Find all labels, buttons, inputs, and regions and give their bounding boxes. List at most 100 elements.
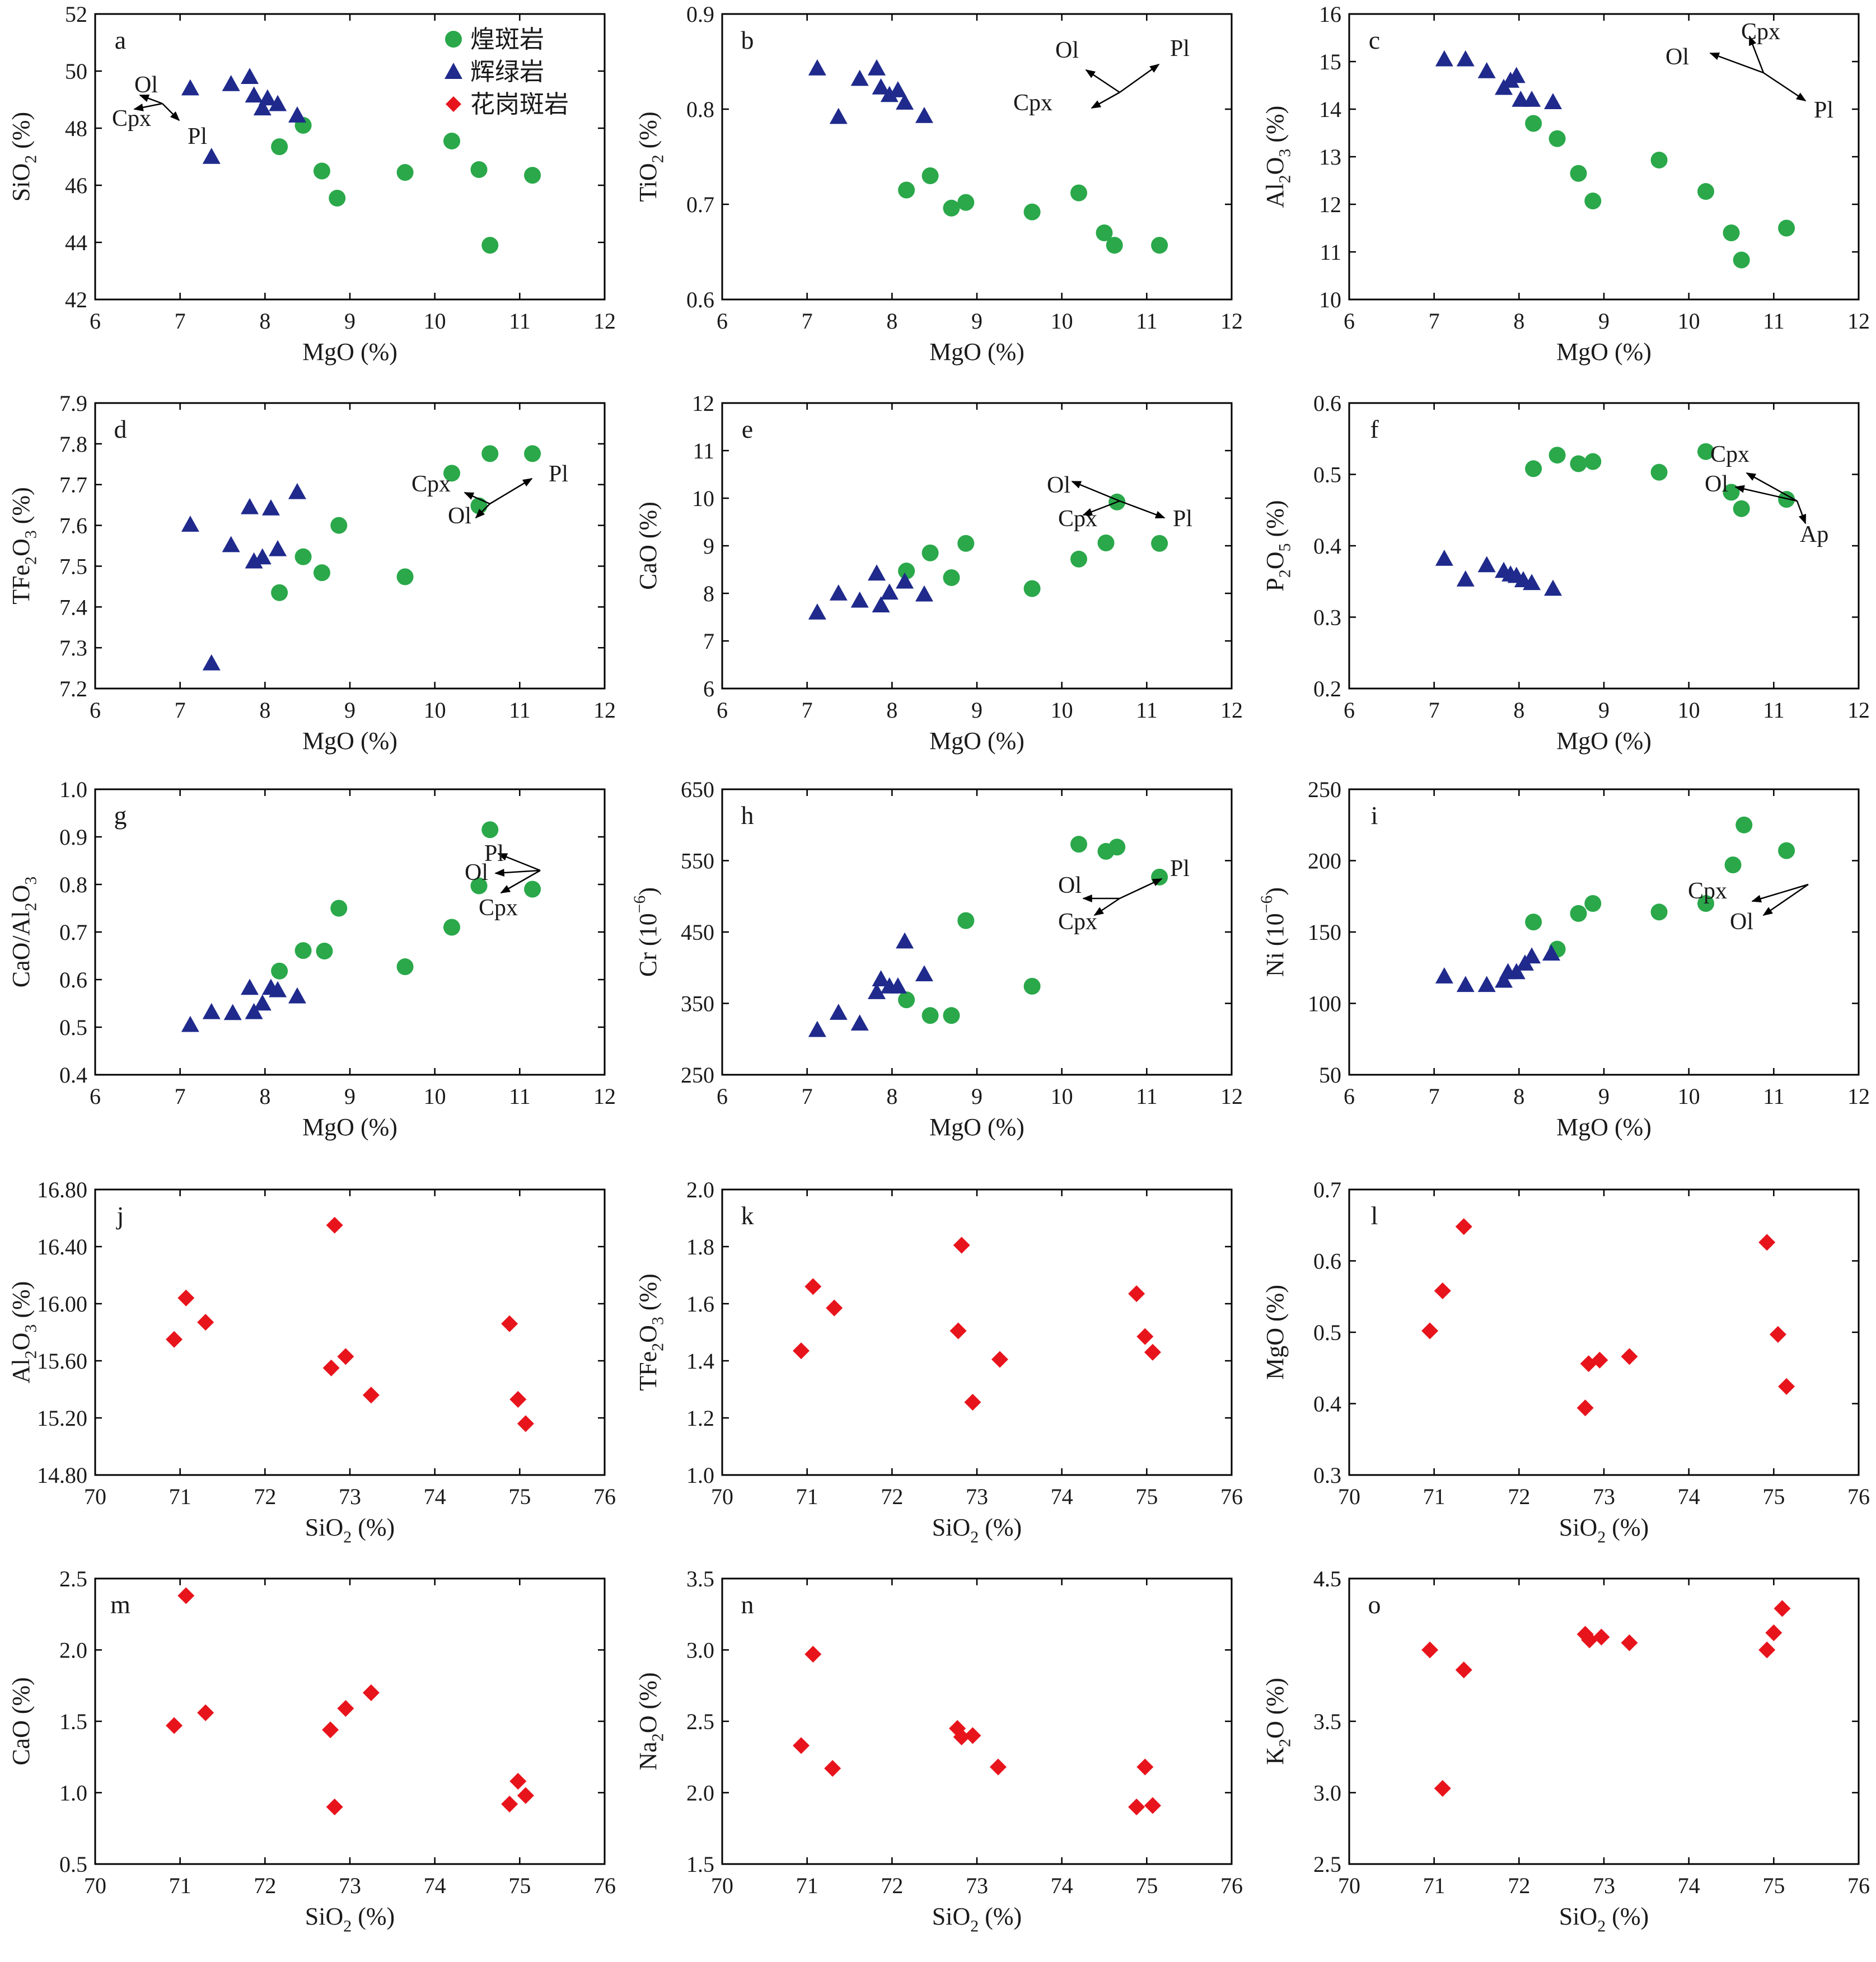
x-tick-label: 74 [1051, 1484, 1073, 1509]
y-tick-label: 3.0 [1313, 1781, 1341, 1806]
x-axis-label: MgO (%) [929, 1113, 1024, 1141]
data-point-granite [949, 1322, 967, 1340]
y-axis-label: TFe2​O3​ (%) [7, 487, 40, 605]
y-tick-label: 0.5 [59, 1852, 87, 1877]
data-point-lamprophyre [1584, 895, 1602, 912]
y-tick-label: 7.7 [59, 472, 87, 498]
data-point-lamprophyre [1097, 534, 1115, 551]
data-point-diabase [872, 970, 890, 986]
x-tick-label: 9 [971, 1084, 983, 1109]
data-point-granite [1591, 1351, 1608, 1369]
x-tick-label: 70 [84, 1873, 106, 1898]
data-point-diabase [269, 981, 287, 998]
data-point-granite [991, 1351, 1008, 1368]
y-axis-label: P2​O5​ (%) [1261, 500, 1294, 591]
y-tick-label: 200 [1308, 849, 1341, 874]
x-axis-label: MgO (%) [302, 727, 397, 755]
x-tick-label: 10 [424, 697, 446, 723]
plot-frame [1348, 13, 1860, 301]
y-tick-label: 0.4 [1313, 1392, 1341, 1417]
x-tick-label: 73 [339, 1484, 361, 1509]
vector-arrow [464, 491, 490, 505]
data-point-lamprophyre [1723, 224, 1740, 241]
y-tick-label: 0.7 [686, 192, 714, 217]
data-point-lamprophyre [957, 912, 975, 929]
panel-letter: m [110, 1590, 130, 1619]
data-point-diabase [850, 591, 869, 608]
x-tick-label: 7 [175, 697, 186, 723]
vector-arrow [494, 869, 541, 877]
data-point-diabase [1507, 67, 1526, 83]
data-point-granite [1434, 1282, 1451, 1300]
x-tick-label: 12 [1847, 308, 1870, 334]
data-point-lamprophyre [1697, 895, 1714, 912]
x-tick-label: 9 [1598, 697, 1610, 723]
data-point-granite [1144, 1797, 1161, 1814]
y-tick-label: 15.20 [37, 1406, 87, 1431]
y-tick-label: 1.6 [686, 1291, 714, 1317]
y-axis-label: Al2​O3​ (%) [7, 1281, 40, 1384]
data-point-lamprophyre [396, 568, 414, 586]
data-point-diabase [915, 965, 933, 982]
x-tick-label: 6 [1344, 308, 1355, 334]
data-point-lamprophyre [481, 237, 499, 254]
data-point-granite [793, 1342, 810, 1360]
data-point-diabase [241, 68, 259, 84]
panel-letter: k [741, 1201, 754, 1230]
data-point-diabase [1456, 976, 1475, 992]
y-axis-label: Al2​O3​ (%) [1261, 106, 1294, 208]
data-point-lamprophyre [1778, 219, 1795, 237]
vector-label: Cpx [479, 895, 518, 921]
data-point-lamprophyre [1151, 237, 1168, 254]
vector-arrow [1734, 485, 1798, 502]
data-point-granite [337, 1348, 354, 1365]
data-point-lamprophyre [313, 162, 330, 180]
data-point-granite [166, 1717, 183, 1734]
vector-arrow [1763, 72, 1807, 102]
vector-arrow [1751, 883, 1809, 903]
x-tick-label: 12 [1847, 697, 1870, 723]
fractionation-vectors: Ol Cpx Pl [112, 72, 207, 149]
data-point-lamprophyre [957, 535, 975, 552]
data-point-granite [953, 1237, 970, 1254]
y-tick-label: 7.2 [59, 676, 87, 701]
data-point-diabase [241, 978, 259, 995]
y-tick-label: 1.5 [686, 1852, 714, 1877]
vector-label: Ap [1800, 522, 1828, 547]
x-tick-label: 75 [1762, 1873, 1785, 1898]
panel-letter: g [114, 801, 127, 830]
data-point-lamprophyre [271, 962, 288, 980]
data-point-diabase [253, 99, 272, 116]
data-point-granite [793, 1737, 810, 1754]
vector-arrow [1085, 69, 1120, 93]
x-tick-label: 74 [424, 1873, 446, 1898]
data-point-lamprophyre [271, 138, 288, 156]
panel-letter: h [741, 801, 754, 830]
data-point-diabase [1435, 967, 1453, 984]
x-tick-label: 75 [1135, 1484, 1158, 1509]
panel-f: 6 7 8 9 10 11 12 0.2 0.3 0.4 0.5 0.6 MgO (%) P2​O5​ (… [1261, 391, 1870, 755]
vector-label: Ol [465, 860, 488, 886]
x-tick-label: 9 [971, 308, 983, 334]
plot-frame [94, 13, 606, 301]
data-point-diabase [872, 596, 890, 613]
data-point-diabase [872, 78, 890, 95]
y-tick-label: 450 [681, 920, 714, 945]
data-point-lamprophyre [470, 877, 488, 895]
vector-arrow [1082, 500, 1120, 516]
y-axis-label: Na2​O (%) [634, 1673, 667, 1771]
y-tick-label: 7.4 [59, 594, 87, 620]
y-tick-label: 11 [1320, 240, 1341, 265]
y-tick-label: 11 [693, 438, 714, 463]
data-point-granite [1778, 1378, 1795, 1395]
y-axis-label: Ni (10−6​) [1257, 887, 1289, 977]
y-tick-label: 13 [1319, 144, 1341, 170]
legend-marker-triangle [445, 63, 462, 79]
plot-frame [94, 1188, 606, 1476]
vector-arrow [1091, 91, 1120, 109]
y-axis-label: SiO2​ (%) [7, 112, 40, 202]
x-tick-label: 8 [886, 697, 897, 723]
y-tick-label: 7.9 [59, 391, 87, 416]
plot-frame [1348, 1577, 1860, 1865]
x-tick-label: 72 [254, 1873, 276, 1898]
